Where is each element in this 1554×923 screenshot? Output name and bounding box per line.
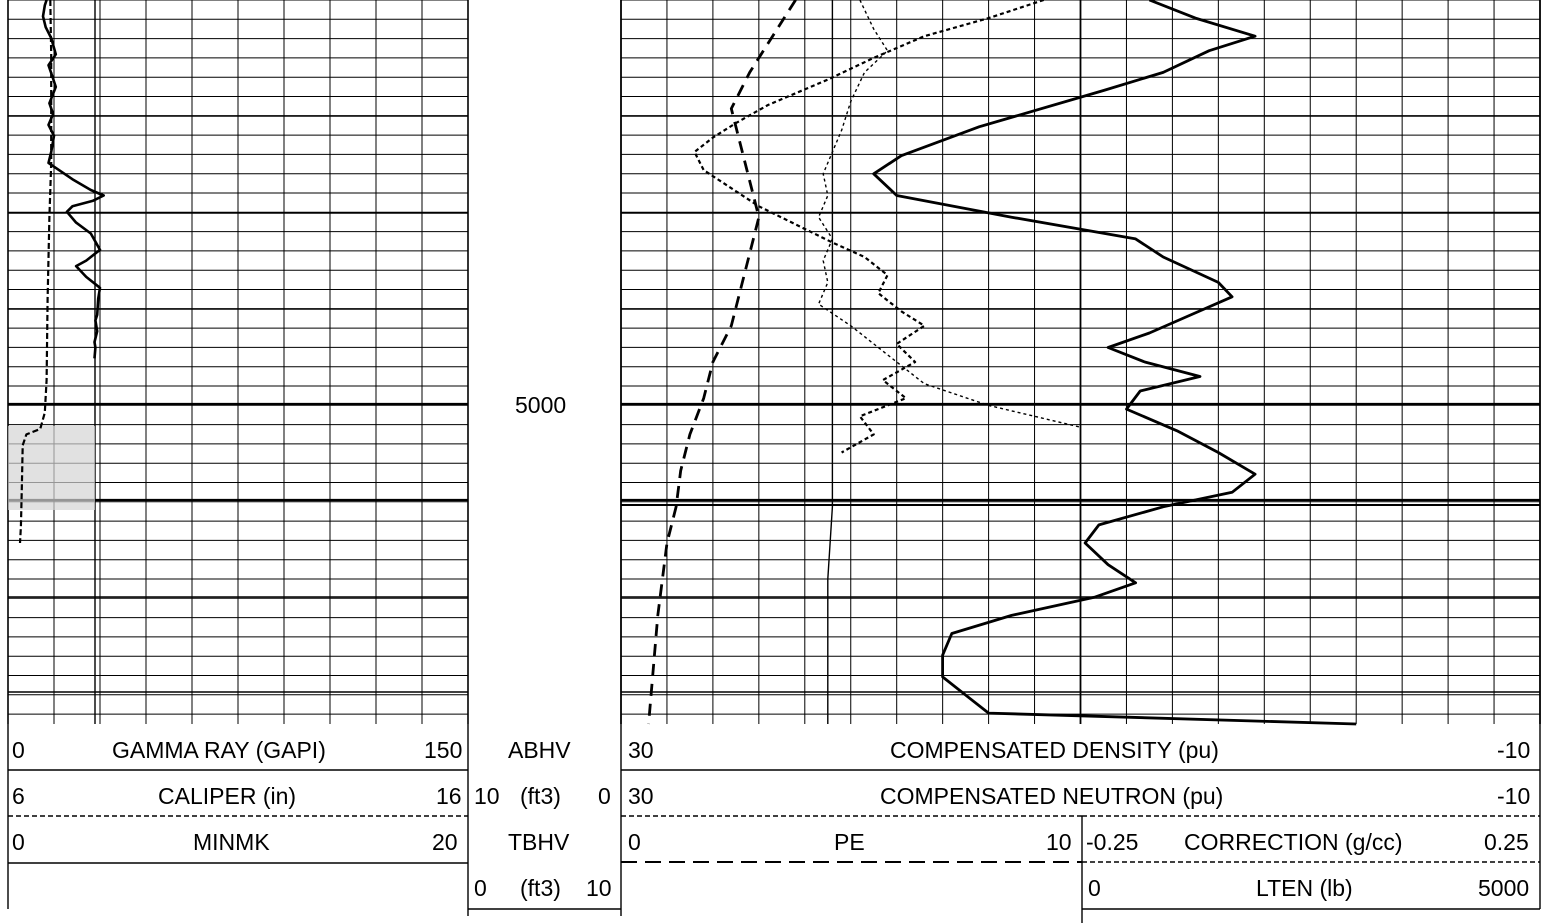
- neutron-label: COMPENSATED NEUTRON (pu): [880, 783, 1224, 809]
- abhv-min: 10: [474, 783, 500, 809]
- tbhv-max: 10: [586, 875, 612, 901]
- lten-max: 5000: [1478, 875, 1530, 901]
- caliper-max: 16: [436, 783, 462, 809]
- minmk-min: 0: [12, 829, 25, 855]
- tbhv-min: 0: [474, 875, 487, 901]
- tbhv-unit: (ft3): [520, 875, 561, 901]
- pe-max: 10: [1046, 829, 1072, 855]
- pe-min: 0: [628, 829, 641, 855]
- abhv-max: 0: [598, 783, 611, 809]
- curve-lten: [827, 0, 834, 724]
- caliper-label: CALIPER (in): [158, 783, 297, 809]
- header-lines: [7, 724, 1541, 923]
- gamma-ray-max: 150: [424, 737, 463, 763]
- minmk-max: 20: [432, 829, 458, 855]
- depth-label: 5000: [515, 392, 567, 418]
- gamma-ray-min: 0: [12, 737, 25, 763]
- caliper-min: 6: [12, 783, 25, 809]
- curve-compensated-neutron: [693, 0, 1045, 454]
- abhv-label: ABHV: [508, 737, 571, 763]
- curve-compensated-density: [872, 0, 1357, 726]
- lten-min: 0: [1088, 875, 1101, 901]
- density-max: -10: [1497, 737, 1531, 763]
- density-min: 30: [628, 737, 654, 763]
- tbhv-label: TBHV: [508, 829, 570, 855]
- neutron-max: -10: [1497, 783, 1531, 809]
- abhv-unit: (ft3): [520, 783, 561, 809]
- lten-label: LTEN (lb): [1256, 875, 1353, 901]
- grid: [7, 0, 1541, 724]
- curves: [18, 0, 1357, 726]
- density-label: COMPENSATED DENSITY (pu): [890, 737, 1219, 763]
- curve-gamma-ray: [41, 0, 105, 359]
- minmk-label: MINMK: [193, 829, 270, 855]
- curve-caliper: [18, 0, 53, 544]
- pe-label: PE: [834, 829, 865, 855]
- correction-label: CORRECTION (g/cc): [1184, 829, 1403, 855]
- curve-pe: [647, 0, 797, 725]
- correction-min: -0.25: [1086, 829, 1139, 855]
- gamma-ray-label: GAMMA RAY (GAPI): [112, 737, 326, 763]
- neutron-min: 30: [628, 783, 654, 809]
- curve-correction: [817, 0, 1081, 428]
- correction-max: 0.25: [1484, 829, 1529, 855]
